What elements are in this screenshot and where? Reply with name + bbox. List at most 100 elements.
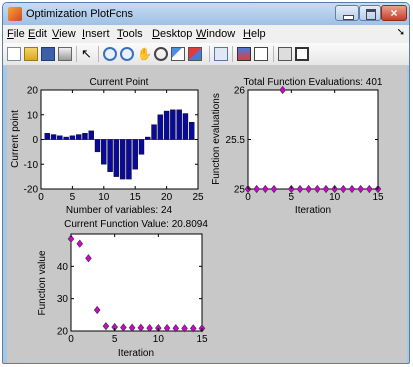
data-point <box>102 322 110 331</box>
data-point <box>305 184 312 194</box>
bar <box>82 133 88 140</box>
x-tick-label: 0 <box>38 192 44 203</box>
bar <box>63 136 69 140</box>
bar <box>57 135 63 140</box>
x-tick-label: 10 <box>329 192 341 203</box>
y-axis-label: Function value <box>37 250 48 315</box>
open-file-icon[interactable] <box>24 47 38 61</box>
x-tick-label: 15 <box>372 192 384 203</box>
y-tick-label: 10 <box>27 110 39 121</box>
bar <box>44 133 50 140</box>
new-figure-icon[interactable] <box>7 47 21 61</box>
bar <box>119 139 126 180</box>
save-icon[interactable] <box>41 47 55 61</box>
bar <box>113 139 120 177</box>
x-tick-label: 15 <box>196 334 208 345</box>
bar <box>50 134 57 140</box>
pan-icon[interactable]: ✋ <box>137 47 152 61</box>
window-title: Optimization PlotFcns <box>26 8 133 20</box>
data-point <box>253 184 260 194</box>
close-icon: × <box>390 6 398 20</box>
zoom-in-icon[interactable] <box>103 47 117 61</box>
bar <box>132 139 138 170</box>
chart-title: Total Function Evaluations: 401 <box>244 77 383 88</box>
function-evaluations-axes[interactable]: Total Function Evaluations: 401 Iteratio… <box>211 77 384 216</box>
data-point <box>128 323 136 332</box>
data-point <box>357 184 364 194</box>
menu-overflow-icon[interactable]: ➘ <box>396 27 405 38</box>
menu-edit[interactable]: Edit <box>28 28 47 40</box>
menu-help[interactable]: Help <box>243 28 266 40</box>
bar <box>101 139 107 165</box>
x-tick-label: 20 <box>161 192 173 203</box>
bar <box>182 113 189 140</box>
colorbar-icon[interactable] <box>237 47 251 61</box>
brush-icon[interactable] <box>188 47 202 61</box>
bar <box>151 124 157 140</box>
legend-icon[interactable] <box>254 47 268 61</box>
bar <box>170 109 176 140</box>
print-icon[interactable] <box>58 47 72 61</box>
menu-view[interactable]: View <box>52 28 76 40</box>
menu-desktop[interactable]: Desktop <box>152 28 193 40</box>
data-point <box>279 85 286 95</box>
x-tick-label: 5 <box>289 192 295 203</box>
data-point <box>85 254 92 263</box>
y-tick-label: 25 <box>234 185 246 196</box>
x-tick-label: 5 <box>112 334 118 345</box>
data-point <box>181 324 188 333</box>
title-bar[interactable]: Optimization PlotFcns × <box>3 3 409 25</box>
bar <box>157 114 164 140</box>
show-plot-tools-icon[interactable] <box>295 47 309 61</box>
y-tick-label: 26 <box>234 86 246 97</box>
x-axis-label: Iteration <box>118 348 154 359</box>
y-tick-label: 20 <box>57 327 69 338</box>
matlab-icon <box>8 7 22 21</box>
bar <box>75 134 82 140</box>
bar <box>145 136 151 140</box>
current-point-axes[interactable]: Current Point Number of variables: 24 Cu… <box>10 77 204 216</box>
data-point <box>296 184 304 194</box>
data-point <box>366 184 373 194</box>
zoom-out-icon[interactable] <box>120 47 134 61</box>
menu-insert[interactable]: Insert <box>82 28 110 40</box>
data-cursor-icon[interactable] <box>171 47 185 61</box>
y-tick-label: -20 <box>24 185 39 196</box>
chart-title: Current Function Value: 20.8094 <box>64 219 208 230</box>
rotate-icon[interactable] <box>154 47 168 61</box>
data-point <box>120 323 127 332</box>
y-axis-label: Function evaluations <box>211 93 222 185</box>
link-icon[interactable] <box>214 47 228 61</box>
menu-window[interactable]: Window <box>196 28 236 40</box>
toolbar: ↖ ✋ <box>3 43 409 66</box>
hide-plot-tools-icon[interactable] <box>278 47 292 61</box>
menu-bar: File Edit View Insert Tools Desktop Wind… <box>3 25 409 43</box>
plots-svg: Current Point Number of variables: 24 Cu… <box>10 77 384 359</box>
minimize-button[interactable] <box>335 5 359 21</box>
y-tick-label: 20 <box>27 86 39 97</box>
bar <box>176 109 182 140</box>
bar <box>138 139 145 155</box>
data-point <box>93 305 101 315</box>
toolbar-separator <box>273 46 274 62</box>
function-value-axes[interactable]: Current Function Value: 20.8094 Iteratio… <box>37 219 208 359</box>
menu-tools[interactable]: Tools <box>117 28 143 40</box>
y-tick-label: 25.5 <box>226 135 246 146</box>
bar <box>163 110 170 140</box>
figure-window: Optimization PlotFcns × File Edit View I… <box>2 2 410 364</box>
pointer-icon[interactable]: ↖ <box>81 46 92 61</box>
data-point <box>67 234 75 243</box>
x-tick-label: 5 <box>70 192 76 203</box>
y-tick-label: 40 <box>57 262 69 273</box>
menu-file[interactable]: File <box>7 28 25 40</box>
maximize-button[interactable] <box>359 5 381 21</box>
close-button[interactable]: × <box>381 5 407 21</box>
figure-canvas: Current Point Number of variables: 24 Cu… <box>7 66 407 363</box>
data-point <box>146 324 153 333</box>
data-point <box>163 324 171 333</box>
y-tick-label: -10 <box>24 160 39 171</box>
data-point <box>76 239 83 248</box>
y-tick-label: 0 <box>32 135 38 146</box>
axes-box <box>70 233 203 332</box>
toolbar-separator <box>232 46 233 62</box>
